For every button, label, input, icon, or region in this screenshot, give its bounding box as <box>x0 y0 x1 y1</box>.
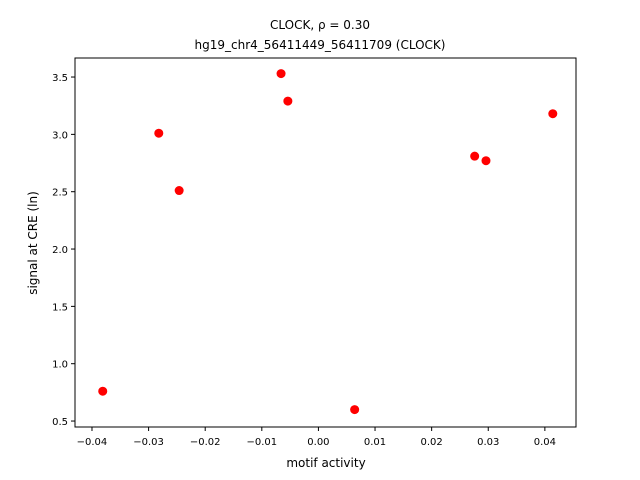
y-tick-label: 2.0 <box>52 245 68 256</box>
chart-subtitle: hg19_chr4_56411449_56411709 (CLOCK) <box>195 38 446 52</box>
x-tick-label: 0.02 <box>421 437 443 448</box>
point <box>276 69 286 79</box>
x-axis-label: motif activity <box>286 456 365 470</box>
x-tick-label: 0.03 <box>477 437 499 448</box>
y-tick-label: 2.5 <box>52 188 68 199</box>
y-tick-label: 3.0 <box>52 130 68 141</box>
point <box>283 96 293 106</box>
point <box>548 109 558 119</box>
y-tick-label: 1.0 <box>52 360 68 371</box>
x-tick-label: −0.04 <box>77 437 108 448</box>
x-tick-label: 0.00 <box>307 437 329 448</box>
x-tick-label: −0.02 <box>190 437 221 448</box>
y-axis-label: signal at CRE (ln) <box>26 191 40 295</box>
y-tick-label: 0.5 <box>52 417 68 428</box>
x-tick-label: 0.01 <box>364 437 386 448</box>
point <box>470 151 480 161</box>
chart-title: CLOCK, ρ = 0.30 <box>270 18 370 32</box>
plot-frame <box>74 57 577 428</box>
x-tick-label: 0.04 <box>534 437 556 448</box>
point <box>98 386 108 396</box>
point <box>350 405 360 415</box>
point <box>481 156 491 166</box>
x-tick-label: −0.03 <box>133 437 164 448</box>
x-tick-label: −0.01 <box>246 437 277 448</box>
y-tick-label: 3.5 <box>52 73 68 84</box>
point <box>154 128 164 138</box>
y-tick-label: 1.5 <box>52 302 68 313</box>
point <box>174 186 184 196</box>
